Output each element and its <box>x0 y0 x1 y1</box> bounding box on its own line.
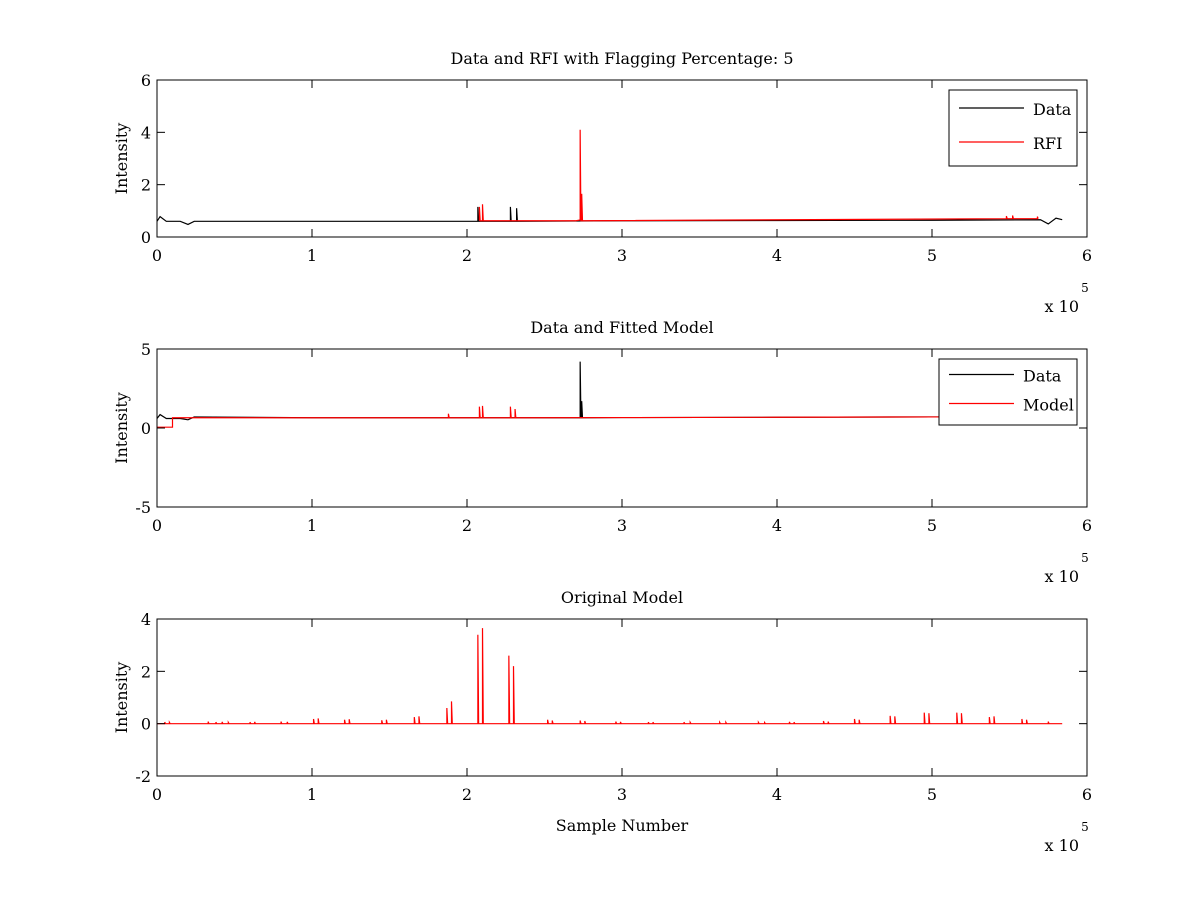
legend-label-data: Data <box>1023 367 1062 386</box>
x-axis-label: Sample Number <box>556 816 689 835</box>
x-tick-label: 1 <box>307 785 317 804</box>
plot-area <box>157 349 1087 507</box>
x-tick-label: 0 <box>152 785 162 804</box>
x-tick-label: 2 <box>462 246 472 265</box>
x-multiplier-exponent: 5 <box>1081 281 1089 295</box>
y-tick-label: -2 <box>135 767 151 786</box>
y-axis-label: Intensity <box>112 662 131 734</box>
x-tick-label: 1 <box>307 516 317 535</box>
chart-title: Data and Fitted Model <box>530 318 713 337</box>
x-tick-label: 6 <box>1082 516 1092 535</box>
y-tick-label: 0 <box>141 419 151 438</box>
y-tick-label: 6 <box>141 71 151 90</box>
y-tick-label: 2 <box>141 662 151 681</box>
y-tick-label: -5 <box>135 498 151 517</box>
y-tick-label: 5 <box>141 340 151 359</box>
x-tick-label: 4 <box>772 246 782 265</box>
chart-title: Original Model <box>561 588 683 607</box>
x-multiplier-label: x 10 <box>1045 836 1079 855</box>
series-group <box>157 129 1063 226</box>
legend-label-model: Model <box>1023 396 1074 415</box>
series-group <box>157 361 1063 428</box>
x-tick-label: 0 <box>152 246 162 265</box>
legend-box <box>938 358 1078 426</box>
y-tick-label: 4 <box>141 610 151 629</box>
legend-box <box>948 89 1078 167</box>
x-tick-label: 3 <box>617 785 627 804</box>
y-tick-label: 2 <box>141 176 151 195</box>
x-tick-label: 3 <box>617 516 627 535</box>
series-line-model <box>157 405 1063 428</box>
x-tick-label: 1 <box>307 246 317 265</box>
x-tick-label: 6 <box>1082 785 1092 804</box>
series-group <box>157 628 1063 725</box>
x-multiplier-label: x 10 <box>1045 567 1079 586</box>
x-tick-label: 6 <box>1082 246 1092 265</box>
x-tick-label: 4 <box>772 785 782 804</box>
x-tick-label: 2 <box>462 785 472 804</box>
y-axis-label: Intensity <box>112 392 131 464</box>
x-multiplier-exponent: 5 <box>1081 551 1089 565</box>
legend: Data Model <box>938 358 1078 426</box>
legend-label-rfi: RFI <box>1033 134 1062 153</box>
plot-area <box>157 80 1087 237</box>
series-line-1 <box>157 628 1063 725</box>
plot-area <box>157 619 1087 776</box>
x-multiplier-label: x 10 <box>1045 297 1079 316</box>
x-tick-label: 5 <box>927 516 937 535</box>
y-tick-label: 0 <box>141 715 151 734</box>
legend: Data RFI <box>948 89 1078 167</box>
x-tick-label: 4 <box>772 516 782 535</box>
x-multiplier-exponent: 5 <box>1081 820 1089 834</box>
x-tick-label: 5 <box>927 785 937 804</box>
x-tick-label: 2 <box>462 516 472 535</box>
x-tick-label: 0 <box>152 516 162 535</box>
x-tick-label: 5 <box>927 246 937 265</box>
y-tick-label: 0 <box>141 228 151 247</box>
x-tick-label: 3 <box>617 246 627 265</box>
chart-title: Data and RFI with Flagging Percentage: 5 <box>450 49 793 68</box>
series-line-rfi <box>478 129 1039 222</box>
y-tick-label: 4 <box>141 123 151 142</box>
y-axis-label: Intensity <box>112 123 131 195</box>
legend-label-data: Data <box>1033 100 1072 119</box>
